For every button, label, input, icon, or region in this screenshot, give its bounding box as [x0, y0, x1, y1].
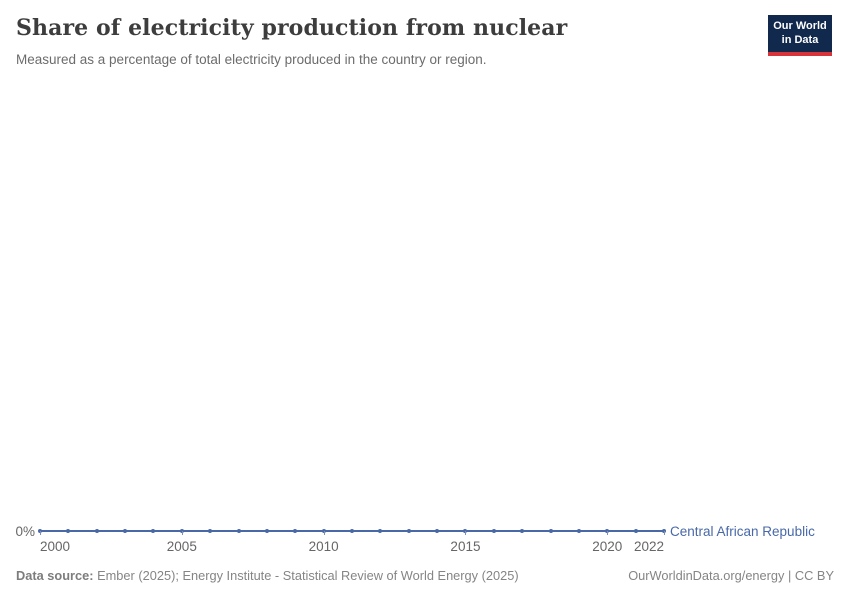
data-point[interactable] [435, 529, 440, 533]
x-axis-tick-label: 2015 [450, 539, 481, 554]
data-point[interactable] [264, 529, 269, 533]
data-point[interactable] [576, 529, 581, 533]
data-point[interactable] [321, 529, 326, 533]
x-axis-tick [182, 531, 183, 535]
x-axis-tick [664, 531, 665, 535]
chart-subtitle: Measured as a percentage of total electr… [16, 52, 487, 67]
data-source-text: Ember (2025); Energy Institute - Statist… [97, 568, 519, 583]
data-point[interactable] [378, 529, 383, 533]
x-axis-tick [465, 531, 466, 535]
x-axis-tick [40, 531, 41, 535]
data-source-label: Data source: [16, 568, 94, 583]
owid-logo-box: Our World in Data [768, 15, 832, 52]
data-source-note[interactable]: Data source: Ember (2025); Energy Instit… [16, 568, 519, 583]
entity-label[interactable]: Central African Republic [670, 524, 815, 539]
data-point[interactable] [293, 529, 298, 533]
footer-license-link[interactable]: OurWorldinData.org/energy | CC BY [628, 568, 834, 583]
x-axis-tick-label: 2010 [308, 539, 339, 554]
data-point[interactable] [208, 529, 213, 533]
data-point[interactable] [179, 529, 184, 533]
data-point[interactable] [520, 529, 525, 533]
data-point[interactable] [236, 529, 241, 533]
data-point[interactable] [548, 529, 553, 533]
data-point[interactable] [350, 529, 354, 533]
x-axis-tick-label: 2022 [633, 539, 664, 554]
owid-logo[interactable]: Our World in Data [768, 15, 832, 56]
owid-logo-red-bar [768, 51, 832, 56]
data-point[interactable] [151, 529, 156, 533]
data-point[interactable] [123, 529, 128, 533]
page-title: Share of electricity production from nuc… [16, 15, 568, 41]
x-axis-tick [324, 531, 325, 535]
x-axis-tick [607, 531, 608, 535]
chart-footer: Data source: Ember (2025); Energy Instit… [16, 568, 834, 583]
data-point[interactable] [66, 529, 71, 533]
data-point[interactable] [491, 529, 496, 533]
owid-logo-line2: in Data [781, 33, 819, 46]
x-axis-tick-label: 2020 [592, 539, 623, 554]
data-point[interactable] [633, 529, 638, 533]
x-axis-tick-label: 2005 [166, 539, 197, 554]
data-point[interactable] [406, 529, 411, 533]
x-axis-tick-label: 2000 [40, 539, 71, 554]
y-axis-tick-label: 0% [15, 524, 35, 539]
data-point[interactable] [94, 529, 99, 533]
owid-logo-line1: Our World [773, 20, 827, 32]
